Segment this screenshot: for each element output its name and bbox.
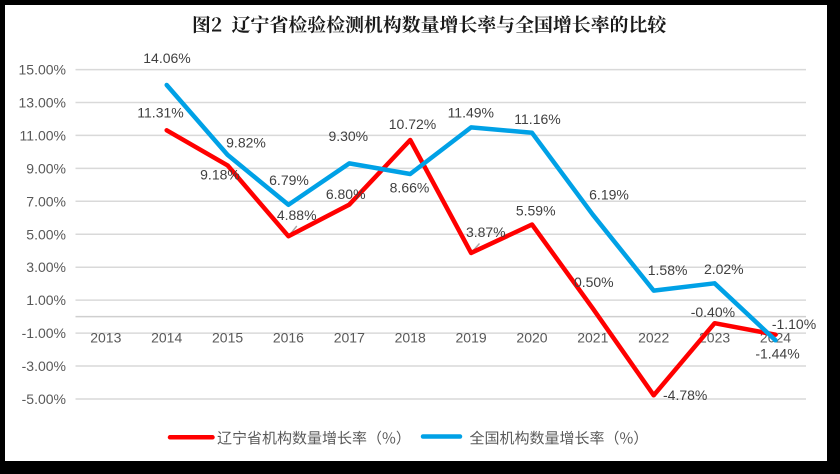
svg-text:6.79%: 6.79% — [269, 172, 309, 188]
svg-text:-1.00%: -1.00% — [22, 325, 66, 341]
svg-text:2022: 2022 — [638, 329, 669, 345]
svg-text:2016: 2016 — [273, 329, 304, 345]
svg-text:6.80%: 6.80% — [326, 186, 366, 202]
svg-text:14.06%: 14.06% — [143, 50, 190, 66]
svg-text:3.87%: 3.87% — [466, 224, 506, 240]
svg-text:2.02%: 2.02% — [704, 261, 744, 277]
svg-text:5.59%: 5.59% — [516, 203, 556, 219]
svg-text:-0.40%: -0.40% — [691, 304, 735, 320]
svg-text:3.00%: 3.00% — [26, 259, 66, 275]
svg-text:1.58%: 1.58% — [648, 262, 688, 278]
svg-text:-4.78%: -4.78% — [663, 387, 707, 403]
svg-text:-1.44%: -1.44% — [755, 345, 799, 361]
svg-text:11.16%: 11.16% — [514, 111, 560, 127]
svg-text:6.19%: 6.19% — [589, 187, 629, 203]
svg-text:2017: 2017 — [334, 329, 365, 345]
svg-text:2021: 2021 — [577, 329, 608, 345]
svg-text:9.18%: 9.18% — [200, 166, 240, 182]
svg-text:11.31%: 11.31% — [137, 105, 183, 121]
svg-text:-3.00%: -3.00% — [22, 358, 66, 374]
svg-text:9.82%: 9.82% — [226, 135, 266, 151]
svg-text:-5.00%: -5.00% — [22, 391, 66, 407]
svg-text:2019: 2019 — [456, 329, 487, 345]
svg-text:9.30%: 9.30% — [328, 128, 368, 144]
svg-text:8.66%: 8.66% — [390, 179, 430, 195]
svg-text:4.88%: 4.88% — [277, 207, 317, 223]
svg-text:2015: 2015 — [212, 329, 243, 345]
svg-text:0.50%: 0.50% — [574, 274, 614, 290]
svg-text:2013: 2013 — [90, 329, 121, 345]
svg-text:-1.10%: -1.10% — [772, 316, 816, 332]
svg-text:11.00%: 11.00% — [20, 127, 66, 143]
svg-text:13.00%: 13.00% — [19, 95, 66, 111]
svg-text:15.00%: 15.00% — [19, 62, 66, 78]
svg-text:2018: 2018 — [395, 329, 426, 345]
svg-text:7.00%: 7.00% — [26, 193, 66, 209]
svg-text:10.72%: 10.72% — [389, 116, 436, 132]
svg-text:5.00%: 5.00% — [26, 226, 66, 242]
svg-text:11.49%: 11.49% — [448, 105, 494, 121]
svg-text:2020: 2020 — [516, 329, 547, 345]
svg-text:1.00%: 1.00% — [26, 292, 66, 308]
svg-text:2014: 2014 — [151, 329, 182, 345]
svg-text:9.00%: 9.00% — [26, 160, 66, 176]
